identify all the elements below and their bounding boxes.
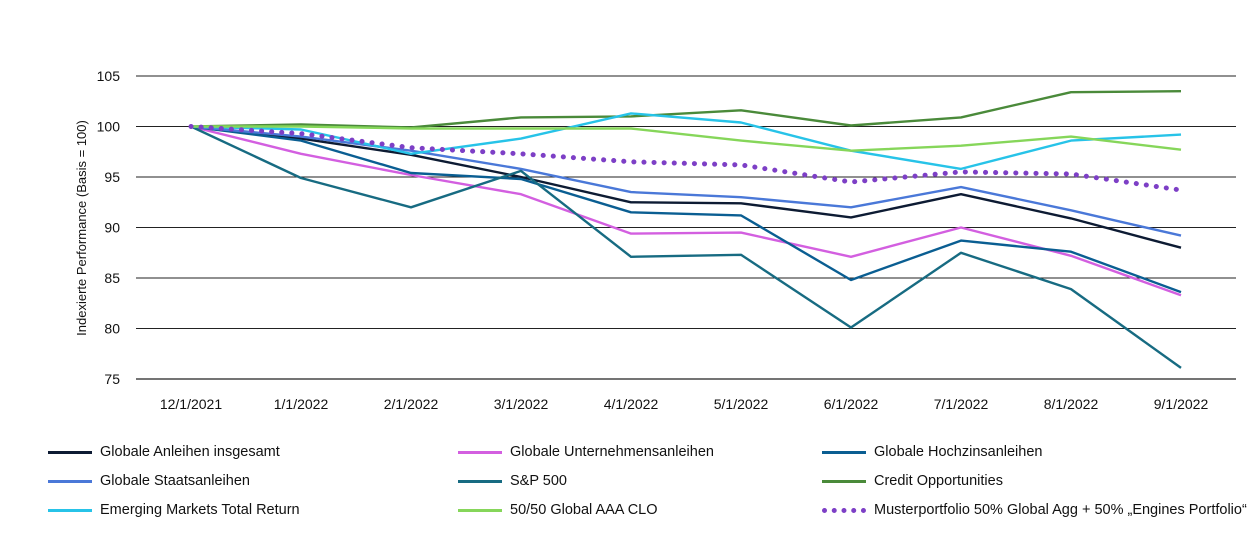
- series-line: [190, 112, 1182, 171]
- legend-label: Emerging Markets Total Return: [100, 502, 300, 518]
- legend-swatch: [822, 479, 866, 483]
- y-tick-label: 85: [104, 270, 120, 286]
- y-tick-label: 80: [104, 321, 120, 337]
- legend-label: Globale Staatsanleihen: [100, 473, 250, 489]
- y-axis-label: Indexierte Performance (Basis = 100): [74, 120, 89, 336]
- y-axis-ticks: 75 80 85 90 95 100 105: [97, 68, 121, 387]
- legend-item: Globale Hochzinsanleihen: [822, 442, 1042, 462]
- x-tick-label: 4/1/2022: [604, 396, 659, 412]
- gridlines: [136, 75, 1236, 380]
- legend-swatch: [48, 450, 92, 454]
- legend-item: 50/50 Global AAA CLO: [458, 500, 658, 520]
- legend-label: Globale Unternehmensanleihen: [510, 444, 714, 460]
- line-chart: 75 80 85 90 95 100 105 12/1/2021 1/1/2022 2/1/20…: [74, 68, 1236, 412]
- legend-swatch: [458, 450, 502, 454]
- x-tick-label: 6/1/2022: [824, 396, 879, 412]
- y-tick-label: 90: [104, 220, 120, 236]
- x-tick-label: 5/1/2022: [714, 396, 769, 412]
- legend-label: S&P 500: [510, 473, 567, 489]
- legend-item: Globale Anleihen insgesamt: [48, 442, 280, 462]
- legend-swatch: [822, 450, 866, 454]
- x-tick-label: 3/1/2022: [494, 396, 549, 412]
- series-lines: [188, 90, 1184, 369]
- legend-swatch: [48, 508, 92, 512]
- x-tick-label: 2/1/2022: [384, 396, 439, 412]
- series-line: [190, 125, 1182, 294]
- x-tick-label: 12/1/2021: [160, 396, 222, 412]
- legend-swatch: [822, 507, 866, 513]
- x-axis-ticks: 12/1/2021 1/1/2022 2/1/2022 3/1/2022 4/1/202…: [160, 396, 1209, 412]
- legend-item: Globale Unternehmensanleihen: [458, 442, 714, 462]
- series-line: [190, 125, 1182, 297]
- x-tick-label: 9/1/2022: [1154, 396, 1209, 412]
- legend-item: Emerging Markets Total Return: [48, 500, 300, 520]
- x-tick-label: 7/1/2022: [934, 396, 989, 412]
- legend-item: Credit Opportunities: [822, 471, 1003, 491]
- series-line: [191, 125, 1182, 152]
- legend-label: Globale Anleihen insgesamt: [100, 444, 280, 460]
- legend-label: Globale Hochzinsanleihen: [874, 444, 1043, 460]
- y-tick-label: 105: [97, 68, 121, 84]
- legend-item: Globale Staatsanleihen: [48, 471, 250, 491]
- chart-legend: Globale Anleihen insgesamt Globale Untern…: [0, 440, 1255, 530]
- series-line: [188, 124, 1184, 193]
- legend-swatch: [48, 479, 92, 483]
- legend-swatch: [458, 508, 502, 512]
- series-line: [190, 125, 1182, 237]
- series-line: [190, 125, 1182, 249]
- legend-label: 50/50 Global AAA CLO: [510, 502, 658, 518]
- legend-item: S&P 500: [458, 471, 567, 491]
- x-tick-label: 1/1/2022: [274, 396, 329, 412]
- y-tick-label: 75: [104, 371, 120, 387]
- legend-label: Credit Opportunities: [874, 473, 1003, 489]
- y-tick-label: 100: [97, 119, 121, 135]
- legend-label: Musterportfolio 50% Global Agg + 50% „En…: [874, 502, 1247, 518]
- series-line: [190, 125, 1182, 369]
- series-line: [190, 90, 1182, 129]
- legend-swatch: [458, 479, 502, 483]
- y-tick-label: 95: [104, 169, 120, 185]
- x-tick-label: 8/1/2022: [1044, 396, 1099, 412]
- legend-item: Musterportfolio 50% Global Agg + 50% „En…: [822, 500, 1247, 520]
